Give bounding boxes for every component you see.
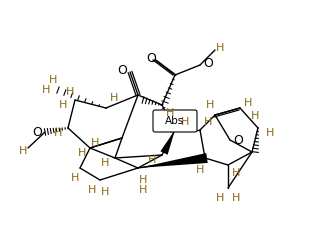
- Text: O: O: [203, 56, 213, 69]
- Text: H: H: [196, 165, 204, 175]
- Text: H: H: [91, 138, 99, 148]
- Text: H: H: [88, 185, 96, 195]
- Text: H: H: [166, 108, 174, 118]
- Text: H: H: [232, 193, 240, 203]
- Text: H: H: [148, 155, 156, 165]
- Text: O: O: [32, 126, 42, 138]
- Text: H: H: [181, 117, 189, 127]
- Polygon shape: [138, 153, 208, 168]
- Text: O: O: [233, 133, 243, 146]
- Text: H: H: [42, 85, 50, 95]
- FancyBboxPatch shape: [153, 110, 197, 132]
- Text: H: H: [71, 173, 79, 183]
- Text: H: H: [244, 98, 252, 108]
- Text: H: H: [78, 148, 86, 158]
- Text: H: H: [101, 187, 109, 197]
- Text: H: H: [216, 193, 224, 203]
- Text: H: H: [206, 100, 214, 110]
- Text: H: H: [139, 185, 147, 195]
- Text: H: H: [54, 128, 62, 138]
- Text: H: H: [266, 128, 274, 138]
- Text: O: O: [117, 64, 127, 77]
- Text: H: H: [251, 111, 259, 121]
- Text: Abs: Abs: [165, 116, 185, 126]
- Text: H: H: [59, 100, 67, 110]
- Text: H: H: [101, 158, 109, 168]
- Text: H: H: [19, 146, 27, 156]
- Text: H: H: [232, 168, 240, 178]
- Text: H: H: [216, 43, 224, 53]
- Text: H: H: [66, 87, 74, 97]
- Text: H: H: [139, 175, 147, 185]
- Text: H: H: [110, 93, 118, 103]
- Text: H: H: [49, 75, 57, 85]
- Text: H: H: [204, 117, 212, 127]
- Text: O: O: [146, 51, 156, 64]
- Polygon shape: [160, 130, 175, 155]
